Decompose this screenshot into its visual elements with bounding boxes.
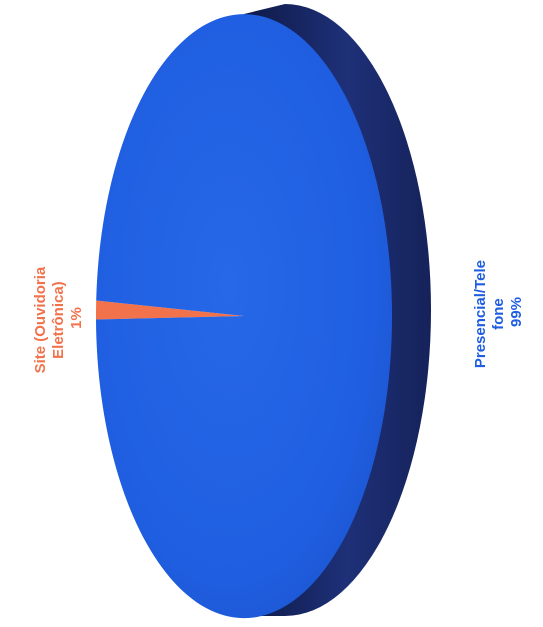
slice-value-site: 1% (68, 307, 85, 329)
slice-label-site-line-1: Site (Ouvidoria (32, 266, 49, 373)
slice-label-presencial-line-1: Presencial/Tele (472, 260, 489, 368)
slice-value-presencial: 99% (508, 297, 525, 327)
slice-label-presencial-line-2: fone (490, 298, 507, 330)
pie-slice-presencial (96, 14, 393, 619)
slice-label-site-line-2: Eletrônica) (50, 281, 67, 359)
slice-label-site: Site (Ouvidoria Eletrônica) 1% (32, 263, 85, 374)
pie-slice-site (96, 300, 244, 320)
slice-label-presencial: Presencial/Tele fone 99% (472, 256, 525, 368)
